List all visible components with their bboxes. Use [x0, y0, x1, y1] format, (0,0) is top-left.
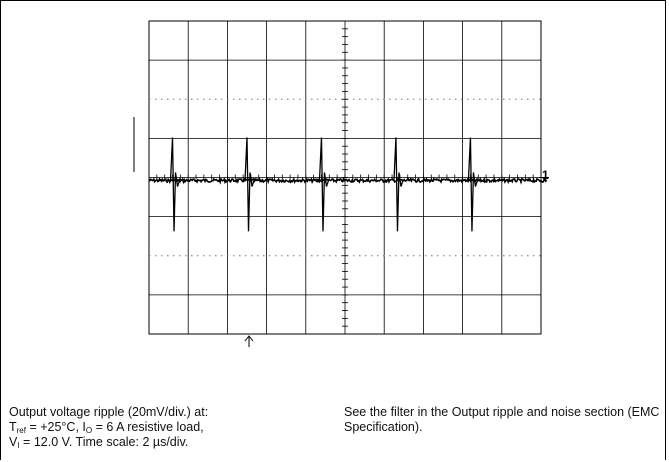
trace-spike — [393, 137, 404, 232]
trace-spike — [318, 137, 330, 232]
scope-grid — [148, 20, 542, 335]
v-symbol: V — [9, 435, 18, 449]
caption-line-1: Output voltage ripple (20mV/div.) at: — [9, 405, 209, 419]
t-rest: = +25°C, I — [25, 420, 86, 434]
t-symbol: T — [9, 420, 17, 434]
caption-line-2: Tref = +25°C, IO = 6 A resistive load, — [9, 420, 309, 435]
v-rest: = 12.0 V. Time scale: 2 µs/div. — [19, 435, 189, 449]
i-subscript: O — [85, 426, 93, 435]
scope-markers — [133, 117, 549, 347]
trace-baseline — [148, 176, 548, 185]
t-subscript: ref — [16, 426, 26, 435]
caption-right: See the filter in the Output ripple and … — [344, 405, 660, 434]
oscilloscope-chart: 1 — [133, 20, 549, 347]
trace-spike — [244, 137, 255, 232]
channel-label: 1 — [542, 168, 549, 182]
scope-trace — [148, 137, 548, 232]
i-rest: = 6 A resistive load, — [92, 420, 204, 434]
caption-line-3: VI = 12.0 V. Time scale: 2 µs/div. — [9, 435, 309, 450]
trace-spike — [467, 137, 479, 232]
trigger-arrow-icon — [244, 335, 254, 347]
v-subscript: I — [17, 441, 20, 450]
caption-left: Output voltage ripple (20mV/div.) at: Tr… — [9, 405, 309, 450]
trace-spike — [169, 137, 181, 232]
